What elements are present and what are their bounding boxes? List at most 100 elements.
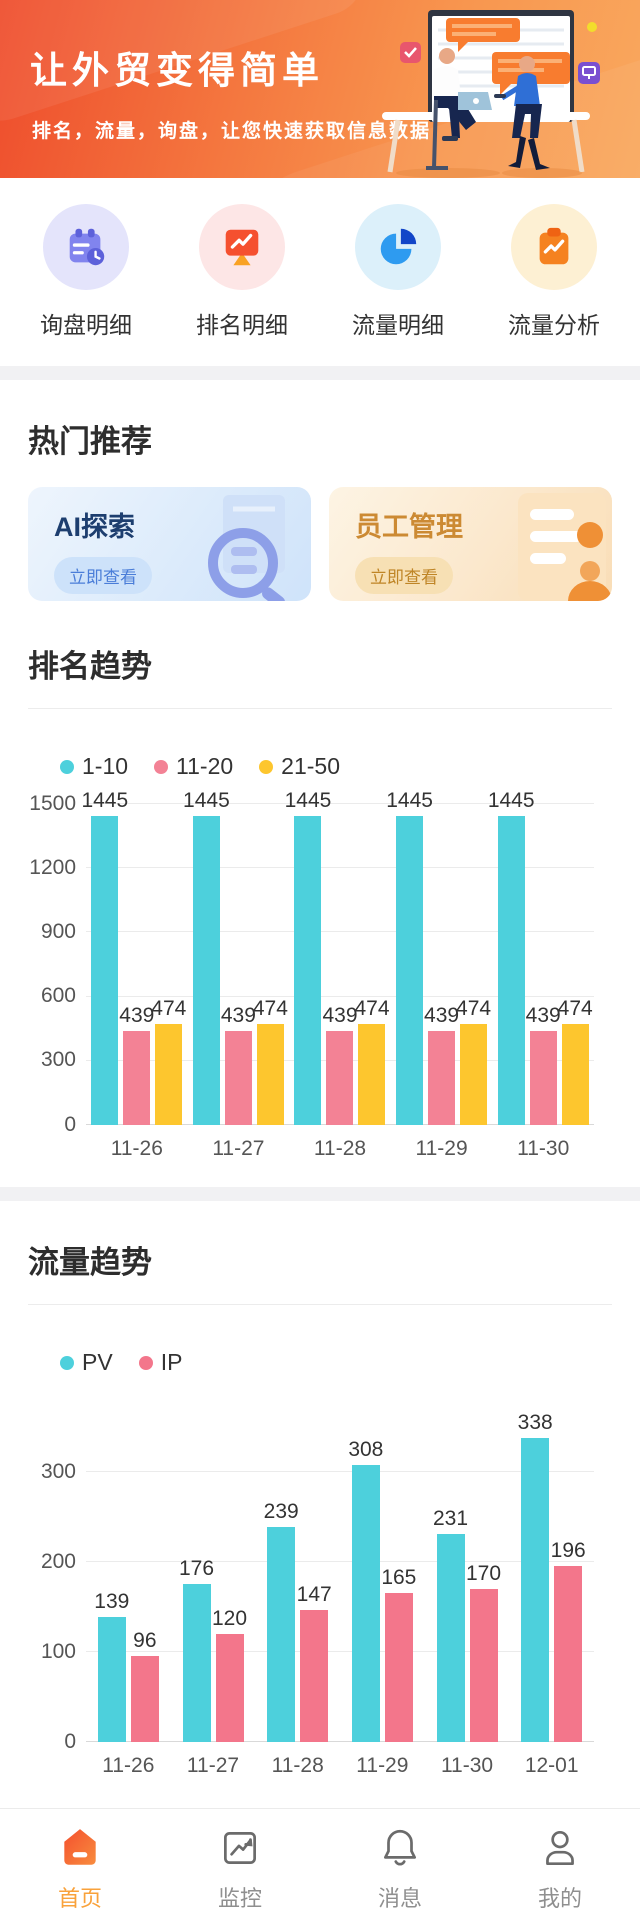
x-axis-tick: 11-29 — [415, 1137, 468, 1160]
value-label: 308 — [348, 1438, 384, 1461]
legend-item[interactable]: 1-10 — [60, 753, 128, 780]
value-label: 170 — [465, 1562, 502, 1585]
gridline: 900 — [41, 920, 594, 943]
bar-IP — [215, 1634, 244, 1742]
bar-21-50 — [155, 1024, 183, 1125]
bar-slot: 120 — [212, 1607, 247, 1742]
tab-monitor[interactable]: 监控 — [160, 1825, 320, 1913]
legend-item[interactable]: IP — [138, 1349, 183, 1376]
legend-label: IP — [160, 1349, 183, 1375]
legend-item[interactable]: 21-50 — [259, 753, 340, 780]
traffic-trend-title: 流量趋势 — [28, 1245, 152, 1280]
legend-dot — [60, 1355, 74, 1370]
hot-recommend-section: 热门推荐 AI探索 立即查看 员工管理 立即查看 — [0, 380, 640, 605]
value-label: 474 — [557, 997, 593, 1020]
value-label: 1445 — [284, 789, 332, 812]
tab-label: 我的 — [537, 1885, 582, 1911]
bar-slot: 1445 — [386, 789, 433, 1125]
bar-IP — [384, 1593, 413, 1742]
hot-cards-row: AI探索 立即查看 员工管理 立即查看 — [28, 487, 612, 605]
bar-slot: 1445 — [81, 789, 128, 1125]
bar-slot: 439 — [424, 1004, 459, 1125]
bar-slot: 165 — [381, 1566, 416, 1742]
bar-IP — [300, 1610, 329, 1742]
gridline: 300 — [41, 1460, 594, 1483]
quick-action-rank-detail[interactable]: 排名明细 — [164, 204, 320, 340]
value-label: 439 — [119, 1004, 155, 1027]
value-label: 474 — [456, 997, 492, 1020]
bar-21-50 — [358, 1024, 386, 1125]
section-separator — [0, 366, 640, 380]
x-axis-tick: 11-30 — [517, 1137, 570, 1160]
value-label: 176 — [178, 1557, 215, 1580]
view-now-button[interactable]: 立即查看 — [54, 557, 152, 594]
ai-explore-card[interactable]: AI探索 立即查看 — [28, 487, 311, 601]
calendar-icon — [43, 204, 129, 290]
bar-1-10 — [294, 816, 322, 1125]
value-label: 474 — [354, 997, 390, 1020]
traffic-trend-section: 流量趋势 PV IP 0 100 200 300 139 96 176 120 239 147 308 1… — [0, 1201, 640, 1804]
divider — [28, 708, 612, 709]
bars-container: 139 96 176 120 239 147 308 165 231 170 338 196 — [86, 1400, 594, 1742]
home-icon — [64, 1828, 96, 1865]
bar-slot: 176 — [179, 1557, 214, 1742]
y-axis-tick: 300 — [40, 1048, 76, 1072]
gridline: 0 — [64, 1730, 594, 1753]
value-label: 439 — [220, 1004, 256, 1027]
x-axis-tick: 11-26 — [102, 1754, 155, 1777]
gridline: 100 — [41, 1640, 594, 1663]
bar-slot: 1445 — [285, 789, 331, 1125]
legend-item[interactable]: 11-20 — [154, 753, 233, 780]
quick-action-traffic-analysis[interactable]: 流量分析 — [476, 204, 632, 340]
value-label: 439 — [322, 1004, 358, 1027]
legend-dot — [154, 759, 169, 774]
staff-list-icon — [518, 493, 612, 601]
bar-group: 231 170 — [425, 1507, 510, 1742]
y-axis-tick: 300 — [40, 1459, 76, 1483]
monitor-icon — [224, 1831, 256, 1864]
bar-group: 1445 439 474 — [81, 789, 188, 1125]
hot-recommend-title: 热门推荐 — [28, 424, 152, 459]
bar-11-20 — [529, 1031, 557, 1125]
tab-label: 消息 — [377, 1885, 422, 1911]
gridline: 600 — [41, 984, 594, 1007]
quick-action-traffic-detail[interactable]: 流量明细 — [320, 204, 476, 340]
chart-legend: 1-10 11-20 21-50 — [60, 753, 612, 780]
bar-group: 239 147 — [255, 1500, 340, 1742]
gridline: 1200 — [29, 856, 594, 879]
x-axis-labels: 11-26 11-27 11-28 11-29 11-30 12-01 — [86, 1754, 594, 1778]
quick-action-label: 流量明细 — [352, 312, 444, 338]
y-axis-tick: 0 — [64, 1729, 76, 1753]
value-label: 338 — [517, 1411, 553, 1434]
tab-profile[interactable]: 我的 — [480, 1825, 640, 1913]
bar-PV — [521, 1438, 550, 1742]
bar-group: 338 196 — [509, 1411, 594, 1742]
value-label: 1445 — [183, 789, 230, 812]
tab-messages[interactable]: 消息 — [320, 1825, 480, 1913]
rank-trend-chart: 1-10 11-20 21-50 0 300 600 900 1200 1500 1445 439 4… — [28, 753, 612, 1161]
bar-PV — [351, 1465, 380, 1742]
bar-21-50 — [256, 1024, 284, 1125]
bar-IP — [469, 1589, 498, 1742]
bar-group: 139 96 — [86, 1590, 171, 1742]
legend-item[interactable]: PV — [60, 1349, 113, 1376]
legend-label: 11-20 — [176, 753, 234, 779]
bar-11-20 — [428, 1031, 456, 1125]
tab-home[interactable]: 首页 — [0, 1825, 160, 1913]
hero-banner: 让外贸变得简单 排名，流量，询盘，让您快速获取信息数据 — [0, 0, 640, 178]
card-title: AI探索 — [54, 512, 135, 542]
chart-legend: PV IP — [60, 1349, 612, 1376]
staff-management-card[interactable]: 员工管理 立即查看 — [329, 487, 612, 601]
value-label: 96 — [133, 1629, 157, 1652]
bar-group: 176 120 — [171, 1557, 256, 1742]
value-label: 239 — [263, 1500, 299, 1523]
x-axis-tick: 11-26 — [110, 1137, 163, 1160]
bar-group: 1445 439 474 — [386, 789, 493, 1125]
bar-21-50 — [460, 1024, 488, 1125]
view-now-button[interactable]: 立即查看 — [355, 557, 453, 594]
y-axis-tick: 0 — [64, 1112, 76, 1136]
gridline: 1500 — [29, 792, 594, 815]
divider — [28, 1304, 612, 1305]
quick-action-inquiry-detail[interactable]: 询盘明细 — [8, 204, 164, 340]
x-axis-tick: 11-28 — [271, 1754, 324, 1777]
